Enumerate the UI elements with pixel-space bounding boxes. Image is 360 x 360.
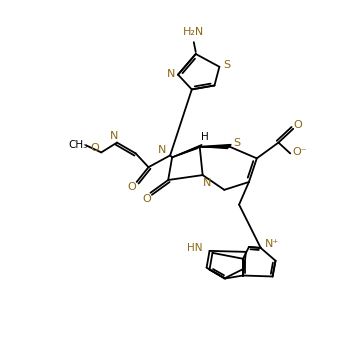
Text: O⁻: O⁻ xyxy=(293,148,307,157)
Text: N: N xyxy=(158,145,166,156)
Text: N⁺: N⁺ xyxy=(265,239,279,249)
Text: O: O xyxy=(90,144,99,153)
Text: N: N xyxy=(110,131,118,141)
Text: O: O xyxy=(127,182,136,192)
Text: O: O xyxy=(142,194,151,204)
Text: N: N xyxy=(202,178,211,188)
Text: H: H xyxy=(201,132,208,142)
Text: CH₃: CH₃ xyxy=(68,140,87,149)
Text: N: N xyxy=(167,69,175,79)
Text: O: O xyxy=(294,120,302,130)
Text: S: S xyxy=(234,138,241,148)
Text: H₂N: H₂N xyxy=(183,27,204,37)
Text: S: S xyxy=(224,60,231,70)
Polygon shape xyxy=(172,145,202,157)
Text: HN: HN xyxy=(187,243,203,253)
Polygon shape xyxy=(200,145,231,148)
